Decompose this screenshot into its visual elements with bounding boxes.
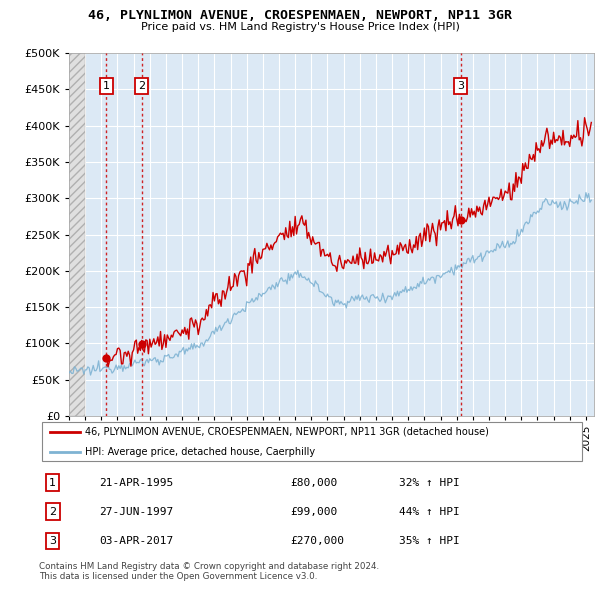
- Text: 21-APR-1995: 21-APR-1995: [99, 477, 173, 487]
- Text: 3: 3: [457, 81, 464, 91]
- Text: 27-JUN-1997: 27-JUN-1997: [99, 507, 173, 517]
- FancyBboxPatch shape: [42, 422, 582, 461]
- Text: £99,000: £99,000: [290, 507, 337, 517]
- Text: 3: 3: [49, 536, 56, 546]
- Text: Contains HM Land Registry data © Crown copyright and database right 2024.
This d: Contains HM Land Registry data © Crown c…: [39, 562, 379, 581]
- Text: 2: 2: [138, 81, 145, 91]
- Text: 46, PLYNLIMON AVENUE, CROESPENMAEN, NEWPORT, NP11 3GR: 46, PLYNLIMON AVENUE, CROESPENMAEN, NEWP…: [88, 9, 512, 22]
- Text: 35% ↑ HPI: 35% ↑ HPI: [400, 536, 460, 546]
- Text: 2: 2: [49, 507, 56, 517]
- Text: 1: 1: [49, 477, 56, 487]
- Text: 44% ↑ HPI: 44% ↑ HPI: [400, 507, 460, 517]
- Text: £80,000: £80,000: [290, 477, 337, 487]
- Text: 46, PLYNLIMON AVENUE, CROESPENMAEN, NEWPORT, NP11 3GR (detached house): 46, PLYNLIMON AVENUE, CROESPENMAEN, NEWP…: [85, 427, 489, 437]
- Text: £270,000: £270,000: [290, 536, 344, 546]
- Text: HPI: Average price, detached house, Caerphilly: HPI: Average price, detached house, Caer…: [85, 447, 316, 457]
- Text: Price paid vs. HM Land Registry's House Price Index (HPI): Price paid vs. HM Land Registry's House …: [140, 22, 460, 32]
- Text: 1: 1: [103, 81, 110, 91]
- Text: 32% ↑ HPI: 32% ↑ HPI: [400, 477, 460, 487]
- Text: 03-APR-2017: 03-APR-2017: [99, 536, 173, 546]
